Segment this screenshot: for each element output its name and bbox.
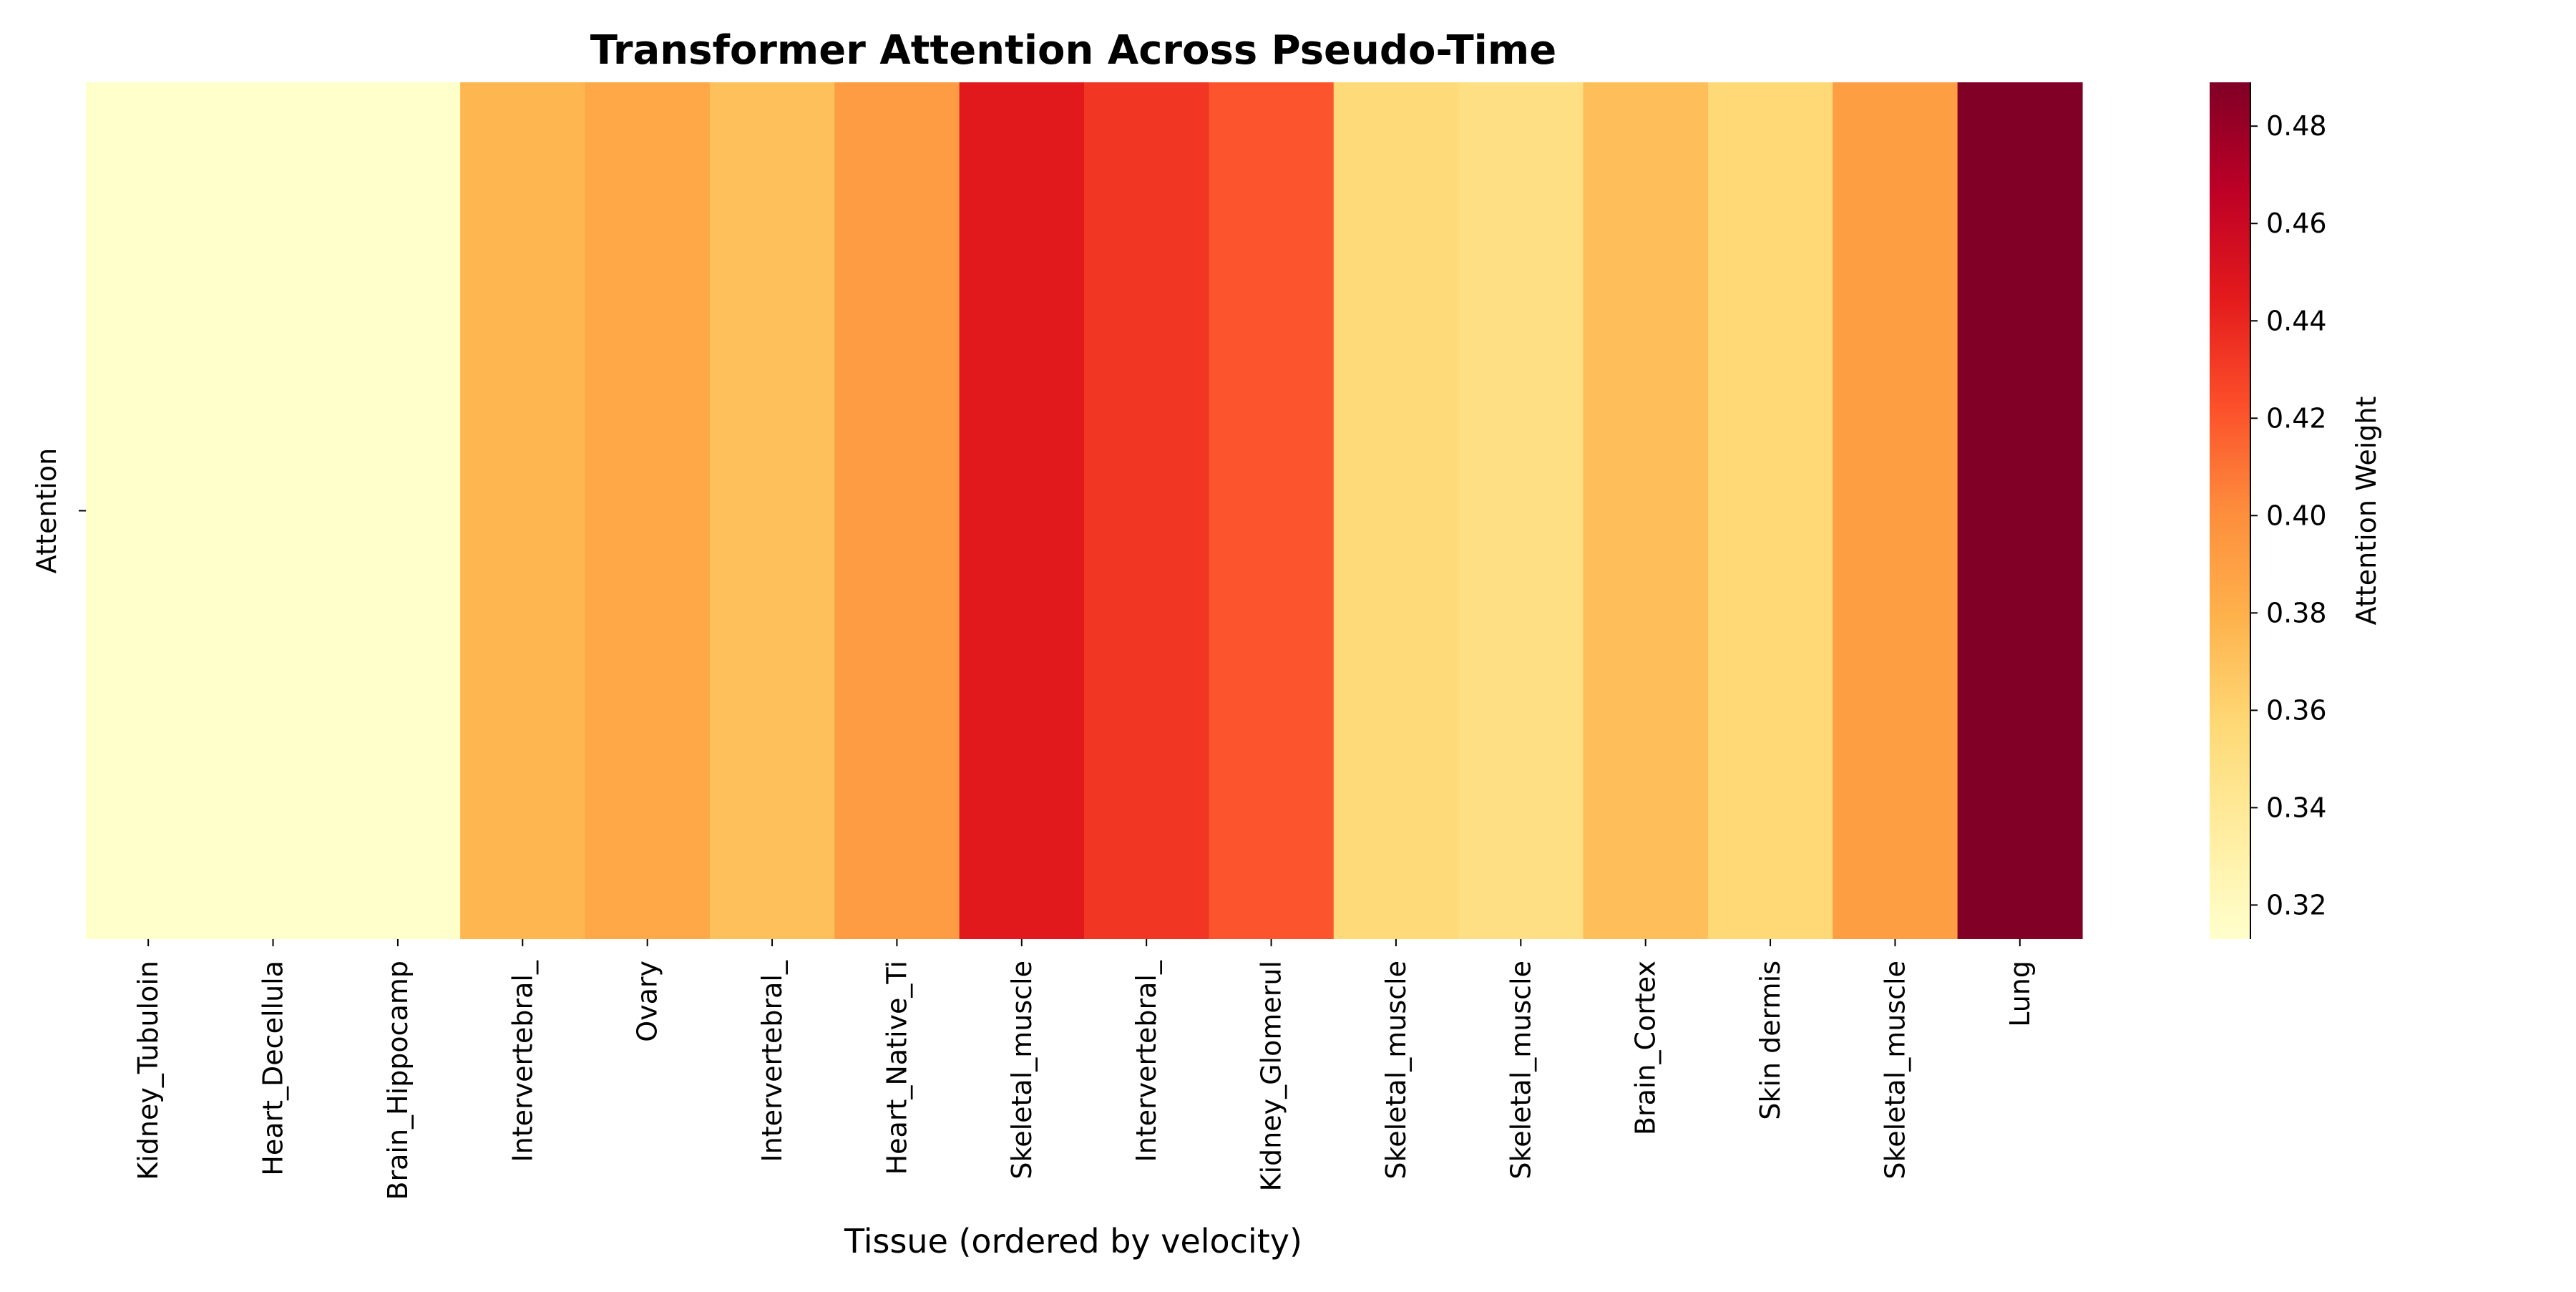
x-tick-label: Brain_Hippocamp [382,961,414,1200]
colorbar-tick-label: 0.44 [2266,305,2327,336]
x-tick-label: Heart_Native_Ti [881,961,912,1175]
x-tick-label: Intervertebral_ [507,960,538,1162]
y-tick-label: Attention [31,448,62,573]
colorbar-tick-label: 0.40 [2266,500,2327,531]
x-tick-label: Skin dermis [1755,961,1786,1120]
x-tick-label: Lung [2004,961,2036,1027]
heatmap-cell [585,82,711,939]
x-axis-label: Tissue (ordered by velocity) [844,1222,1302,1261]
x-tick-label: Intervertebral_ [756,960,788,1162]
x-tick-label: Skeletal_muscle [1006,961,1038,1180]
chart-title: Transformer Attention Across Pseudo-Time [590,27,1556,74]
x-tick-label: Brain_Cortex [1630,961,1662,1135]
x-tick-label: Intervertebral_ [1131,960,1162,1162]
heatmap-cell [834,82,960,939]
heatmap-cell [1333,82,1459,939]
heatmap-cell [1209,82,1335,939]
x-tick-label: Kidney_Tubuloin [132,961,164,1180]
colorbar: 0.32 0.34 0.36 0.38 0.40 0.42 0.44 0.46 0.48 Atte… [2210,82,2382,939]
x-tick-label: Kidney_Glomerul [1256,961,1287,1191]
heatmap-cell [959,82,1085,939]
x-tick-label: Skeletal_muscle [1879,961,1911,1180]
heatmap-cell [1458,82,1584,939]
x-tick-label: Ovary [632,961,663,1042]
colorbar-gradient [2210,82,2250,939]
x-tick-label: Skeletal_muscle [1380,961,1412,1180]
colorbar-tick-label: 0.48 [2266,110,2327,142]
heatmap-cell [1833,82,1958,939]
colorbar-tick-label: 0.32 [2266,889,2327,921]
x-axis: Kidney_Tubuloin Heart_Decellula Brain_Hipp… [132,939,2036,1200]
heatmap-cell [1957,82,2083,939]
heatmap-cell [1084,82,1209,939]
colorbar-label: Attention Weight [2351,397,2382,626]
heatmap-cell [460,82,586,939]
colorbar-tick-label: 0.38 [2266,597,2327,628]
heatmap-cell [1707,82,1833,939]
heatmap-cell [210,82,336,939]
colorbar-tick-label: 0.34 [2266,792,2327,823]
heatmap-cell [86,82,211,939]
heatmap-cell [335,82,461,939]
x-tick-label: Heart_Decellula [258,961,289,1176]
y-axis: Attention [31,448,86,573]
x-tick-label: Skeletal_muscle [1505,961,1536,1180]
colorbar-tick-label: 0.36 [2266,694,2327,726]
heatmap-cell [709,82,835,939]
colorbar-tick-label: 0.42 [2266,402,2327,434]
colorbar-tick-label: 0.46 [2266,208,2327,239]
heatmap-cells [86,82,2083,939]
heatmap-cell [1583,82,1709,939]
